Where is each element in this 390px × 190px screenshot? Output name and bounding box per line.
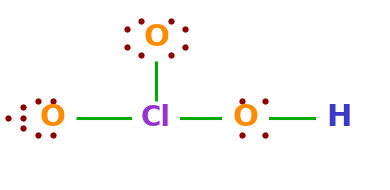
FancyBboxPatch shape	[132, 108, 180, 127]
Text: Cl: Cl	[141, 104, 171, 132]
FancyBboxPatch shape	[222, 108, 269, 127]
FancyBboxPatch shape	[316, 108, 363, 127]
Text: O: O	[40, 103, 66, 132]
Text: H: H	[326, 103, 352, 132]
Text: O: O	[143, 24, 169, 52]
FancyBboxPatch shape	[29, 108, 76, 127]
FancyBboxPatch shape	[132, 29, 180, 47]
Text: O: O	[233, 103, 259, 132]
